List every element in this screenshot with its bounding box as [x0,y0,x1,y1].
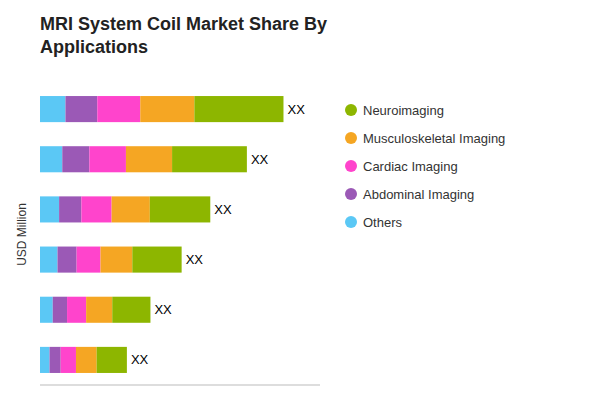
bar-segment [112,297,150,323]
bar-segment [112,196,150,222]
legend-label: Cardiac Imaging [363,159,458,174]
bar-label: XX [131,352,149,367]
y-axis-label: USD Million [15,203,29,266]
bar-segment [53,297,67,323]
title-line: Applications [40,37,148,57]
legend: Neuroimaging Musculoskeletal Imaging Cardi… [345,103,505,230]
bar-segment [40,247,58,273]
bar-label: XX [154,302,172,317]
bar-segment [81,196,111,222]
bar-segment [62,146,89,172]
bar-segment [194,96,283,122]
title-line: MRI System Coil Market Share By [40,14,327,34]
bar-label: XX [287,102,305,117]
x-axis-line [40,385,320,386]
bar-segment [59,196,81,222]
bar-segment [65,96,97,122]
background [0,0,600,400]
legend-marker [345,188,357,200]
bar-label: XX [251,152,269,167]
bar-segment [140,96,194,122]
bar-segment [40,196,59,222]
bar-segment [77,247,101,273]
bar-segment [126,146,172,172]
bar-segment [132,247,181,273]
bar-segment [100,247,132,273]
legend-label: Neuroimaging [363,103,444,118]
chart: MRI System Coil Market Share By Applicati… [0,0,600,400]
bar-segment [50,347,61,373]
bar-segment [89,146,126,172]
legend-label: Abdominal Imaging [363,187,474,202]
legend-marker [345,104,357,116]
title: MRI System Coil Market Share By Applicati… [40,14,327,57]
legend-label: Others [363,215,403,230]
bar-segment [150,196,210,222]
bar-segment [97,347,127,373]
bars [40,96,283,373]
bar-segment [40,146,62,172]
bar-label: XX [214,202,232,217]
legend-marker [345,160,357,172]
bar-segment [86,297,112,323]
bar-segment [76,347,97,373]
legend-marker [345,216,357,228]
bar-label: XX [186,252,204,267]
legend-label: Musculoskeletal Imaging [363,131,505,146]
bar-segment [40,297,53,323]
bar-segment [40,96,65,122]
bar-segment [58,247,77,273]
bar-segment [97,96,140,122]
bar-segment [40,347,50,373]
bar-segment [172,146,247,172]
legend-marker [345,132,357,144]
bar-segment [67,297,86,323]
bar-segment [61,347,76,373]
